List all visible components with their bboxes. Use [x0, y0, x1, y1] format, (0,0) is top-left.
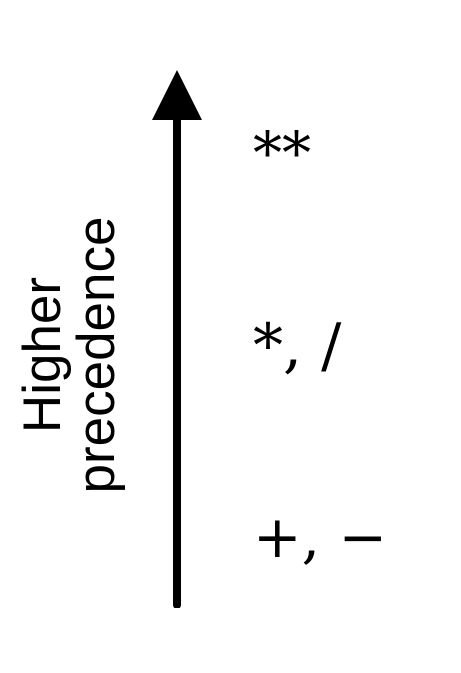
precedence-axis-label: Higher precedence: [13, 165, 126, 545]
arrow-up-icon: [152, 70, 202, 608]
operator-add-subtract: +, −: [253, 503, 388, 571]
axis-label-line-2: precedence: [67, 216, 126, 494]
operator-multiply-divide: *, /: [253, 311, 342, 381]
axis-label-line-1: Higher: [13, 276, 72, 434]
operator-exponentiation: **: [253, 119, 311, 187]
